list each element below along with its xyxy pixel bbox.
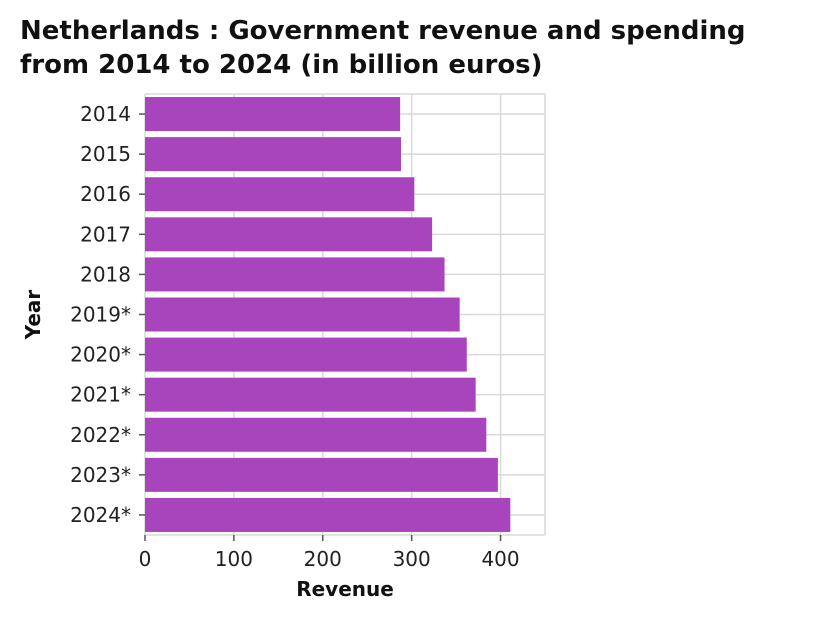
y-tick-label: 2019*: [70, 303, 131, 327]
bar: [145, 337, 467, 372]
x-tick-label: 400: [481, 547, 519, 571]
bar: [145, 377, 476, 412]
y-tick-label: 2017: [80, 222, 131, 246]
y-tick-label: 2023*: [70, 463, 131, 487]
y-tick-labels: 2014 2015 2016 2017 2018 2019* 2020* 2021* 2022*…: [70, 102, 131, 527]
x-tick-label: 300: [393, 547, 431, 571]
bar: [145, 257, 445, 292]
x-tick-label: 200: [304, 547, 342, 571]
y-axis-title: Year: [21, 290, 45, 341]
x-tick-label: 0: [139, 547, 152, 571]
y-tick-label: 2024*: [70, 503, 131, 527]
bar: [145, 137, 401, 172]
bar: [145, 457, 498, 492]
chart-title: Netherlands : Government revenue and spe…: [20, 16, 746, 80]
y-tick-label: 2020*: [70, 343, 131, 367]
bar: [145, 217, 433, 252]
y-tick-label: 2016: [80, 182, 131, 206]
bar: [145, 97, 401, 132]
bar: [145, 177, 415, 212]
y-tick-label: 2022*: [70, 423, 131, 447]
x-tick-labels: 0 100 200 300 400: [139, 535, 520, 571]
y-tick-label: 2015: [80, 142, 131, 166]
bar: [145, 297, 460, 332]
bar: [145, 417, 487, 452]
x-axis-title: Revenue: [296, 577, 394, 601]
x-tick-label: 100: [215, 547, 253, 571]
y-tick-label: 2021*: [70, 383, 131, 407]
y-tick-label: 2014: [80, 102, 131, 126]
bars: [145, 97, 511, 532]
bar: [145, 497, 511, 532]
y-tick-label: 2018: [80, 262, 131, 286]
